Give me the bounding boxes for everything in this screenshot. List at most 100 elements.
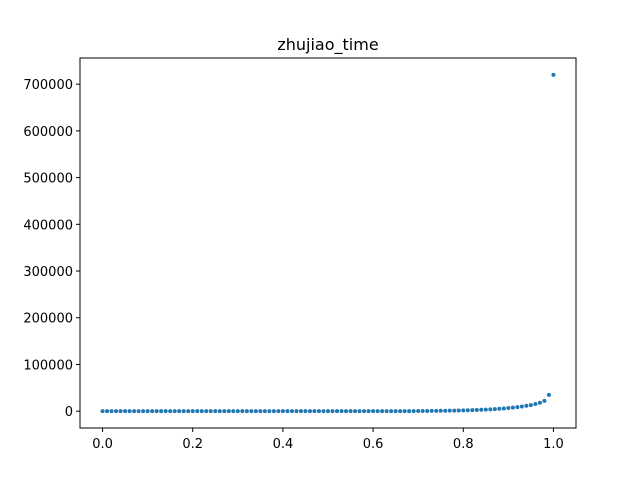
data-point [551,72,556,77]
y-axis-ticks: 0 100000 200000 300000 400000 500000 600000 700… [23,78,80,420]
data-point [506,406,511,411]
data-point [339,409,344,414]
data-point [213,409,218,414]
data-point [190,409,195,414]
data-point [362,409,367,414]
data-point [371,409,376,414]
y-tick-label: 700000 [23,78,73,93]
data-point [231,409,236,414]
data-point [276,409,281,414]
data-point [217,409,222,414]
data-point [492,407,497,412]
data-point [150,409,155,414]
data-point [222,409,227,414]
data-point [132,409,137,414]
data-point [528,403,533,408]
data-point [366,409,371,414]
data-point [280,409,285,414]
data-point [141,409,146,414]
data-point [253,409,258,414]
data-point [114,409,119,414]
data-point [411,409,416,414]
data-point [443,408,448,413]
data-point [118,409,123,414]
data-point [177,409,182,414]
data-point [438,408,443,413]
data-point [384,409,389,414]
data-point [425,408,430,413]
data-point [344,409,349,414]
data-point [348,409,353,414]
x-axis-ticks: 0.0 0.2 0.4 0.6 0.8 1.0 [92,428,564,452]
x-tick-label: 0.6 [363,437,384,452]
data-point [483,407,488,412]
data-point [159,409,164,414]
x-tick-label: 1.0 [543,437,564,452]
data-point [335,409,340,414]
data-point [407,409,412,414]
data-point [519,404,524,409]
data-point [172,409,177,414]
data-point [271,409,276,414]
data-point [380,409,385,414]
data-point [542,398,547,403]
data-point [294,409,299,414]
data-point [123,409,128,414]
data-point [312,409,317,414]
data-point [127,409,132,414]
data-point [199,409,204,414]
data-point [186,409,191,414]
data-point [249,409,254,414]
data-point [537,400,542,405]
data-point [330,409,335,414]
y-tick-label: 400000 [23,218,73,233]
data-point [285,409,290,414]
data-point [235,409,240,414]
data-point [420,408,425,413]
chart-title: zhujiao_time [277,35,378,55]
data-point [488,407,493,412]
data-point [429,408,434,413]
y-tick-label: 100000 [23,358,73,373]
data-point [145,409,150,414]
data-point [195,409,200,414]
data-point [515,405,520,410]
data-point [163,409,168,414]
data-point [546,392,551,397]
y-tick-label: 200000 [23,312,73,327]
data-point [501,406,506,411]
data-point [258,409,263,414]
data-point [447,408,452,413]
y-tick-label: 500000 [23,172,73,187]
x-tick-label: 0.4 [273,437,294,452]
data-point [393,409,398,414]
data-point [105,409,110,414]
data-point [136,409,141,414]
data-point [100,409,105,414]
data-point [533,401,538,406]
x-tick-label: 0.2 [182,437,203,452]
data-point [456,408,461,413]
data-point [353,409,358,414]
data-point [267,409,272,414]
data-point [262,409,267,414]
y-tick-label: 600000 [23,125,73,140]
data-point [497,406,502,411]
data-points [100,72,556,414]
data-point [465,408,470,413]
data-point [389,409,394,414]
data-point [226,409,231,414]
data-point [416,408,421,413]
data-point [470,408,475,413]
data-point [316,409,321,414]
data-point [208,409,213,414]
plot-area-frame [79,57,577,429]
y-tick-label: 300000 [23,265,73,280]
data-point [244,409,249,414]
data-point [298,409,303,414]
y-tick-label: 0 [65,405,73,420]
data-point [289,409,294,414]
data-point [452,408,457,413]
